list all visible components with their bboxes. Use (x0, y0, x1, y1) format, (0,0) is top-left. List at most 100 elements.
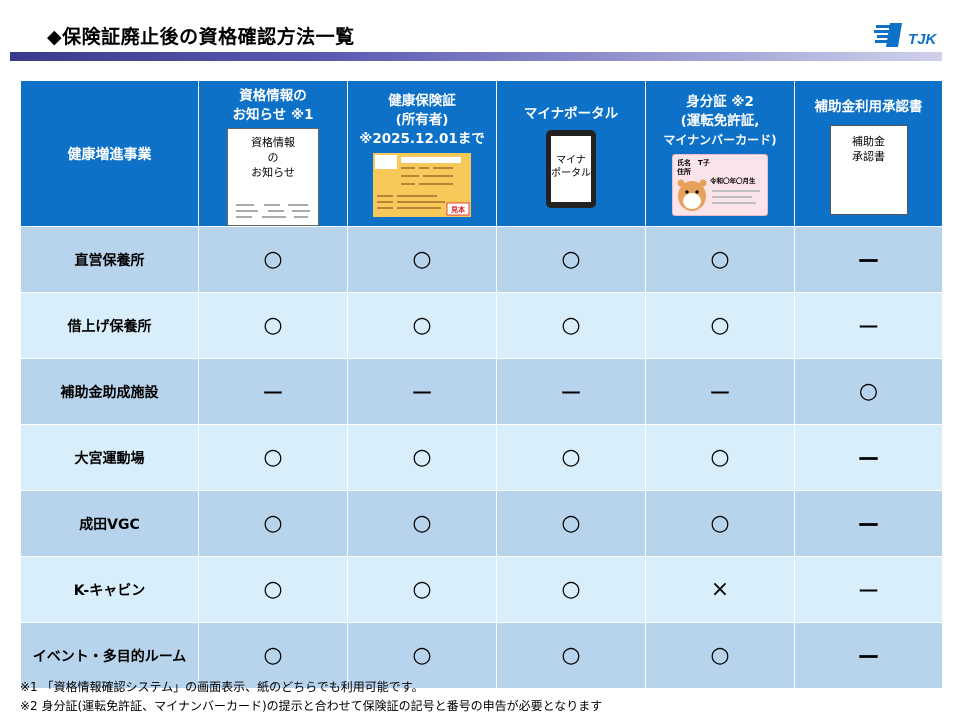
label-line: マイナンバーカード) (663, 133, 777, 147)
availability-cell: ○ (496, 292, 646, 359)
availability-cell: ○ (645, 226, 795, 293)
document-lines-decor (236, 204, 310, 218)
availability-mark: ○ (858, 379, 879, 404)
availability-cell: ー (794, 292, 943, 359)
availability-cell: ○ (645, 490, 795, 557)
availability-mark: ー (857, 249, 880, 275)
column-header-myna-portal: マイナポータル マイナ ポータル (496, 80, 646, 227)
availability-mark: ー (410, 381, 433, 407)
title-rule (10, 52, 942, 61)
availability-mark: ○ (561, 247, 581, 272)
label-line: (所有者) (395, 112, 449, 128)
table-row: K-キャビン ○ ○ ○ × ー (20, 556, 943, 623)
availability-cell: ○ (496, 226, 646, 293)
facility-name: K-キャビン (20, 556, 199, 623)
availability-mark: ○ (263, 511, 283, 536)
availability-cell: ー (496, 358, 646, 425)
footnote-1: ※1 「資格情報確認システム」の画面表示、紙のどちらでも利用可能です。 (20, 680, 424, 694)
label-line: 資格情報の (239, 88, 307, 104)
facility-name: 成田VGC (20, 490, 199, 557)
availability-mark: ○ (263, 313, 283, 338)
document-thumb-text: 資格情報 の お知らせ (251, 136, 295, 179)
footnote-2: ※2 身分証(運転免許証、マイナンバーカード)の提示と合わせて保険証の記号と番号… (20, 699, 603, 713)
availability-mark: ○ (263, 643, 283, 668)
availability-cell: ○ (347, 292, 497, 359)
availability-cell: ○ (198, 292, 348, 359)
table-header-row: 健康増進事業 資格情報の お知らせ ※1 資格情報 の お知らせ (20, 80, 943, 227)
id-card-icon: 氏名 T子 住所 令和〇年〇月生 (671, 153, 769, 217)
column-label: 健康保険証 (所有者) ※2025.12.01まで (348, 92, 496, 149)
column-label: 身分証 ※2 (運転免許証, マイナンバーカード) (646, 93, 794, 150)
availability-mark: ○ (263, 445, 283, 470)
label-line: ※2025.12.01まで (359, 131, 485, 147)
column-header-id-card: 身分証 ※2 (運転免許証, マイナンバーカード) 氏名 T子 住所 令和〇年〇… (645, 80, 795, 227)
column-header-facility: 健康増進事業 (20, 80, 199, 227)
label-line: 身分証 ※2 (686, 94, 754, 110)
tjk-logo: TJK (874, 23, 938, 48)
table-row: 補助金助成施設 ー ー ー ー ○ (20, 358, 943, 425)
availability-mark: ○ (263, 247, 283, 272)
approval-form-icon: 補助金 承認書 (829, 125, 908, 215)
logo-text: TJK (908, 31, 938, 48)
label-line: マイナポータル (523, 106, 619, 122)
label-line: (運転免許証, (680, 113, 760, 129)
footnotes: ※1 「資格情報確認システム」の画面表示、紙のどちらでも利用可能です。 ※2 身… (20, 678, 602, 716)
sample-stamp-text: 見本 (450, 205, 465, 214)
availability-mark: ー (857, 315, 880, 341)
smartphone-screen: マイナ ポータル (551, 136, 591, 202)
availability-mark: ー (857, 513, 880, 539)
availability-mark: ○ (412, 577, 432, 602)
svg-text:氏名 T子: 氏名 T子 (677, 158, 710, 167)
availability-mark: ー (708, 381, 731, 407)
availability-cell: ー (794, 622, 943, 689)
availability-mark: ○ (710, 643, 730, 668)
availability-cell: ○ (347, 490, 497, 557)
availability-cell: ー (794, 424, 943, 491)
availability-cell: ○ (347, 622, 497, 689)
facility-name: 大宮運動場 (20, 424, 199, 491)
page-title: ◆保険証廃止後の資格確認方法一覧 (47, 26, 355, 48)
table-row: 直営保養所 ○ ○ ○ ○ ー (20, 226, 943, 293)
column-header-insurance-card: 健康保険証 (所有者) ※2025.12.01まで (347, 80, 497, 227)
availability-mark: ○ (710, 511, 730, 536)
table-row: 大宮運動場 ○ ○ ○ ○ ー (20, 424, 943, 491)
insurance-card-icon: 見本 (373, 153, 471, 217)
facility-name: 補助金助成施設 (20, 358, 199, 425)
column-label: 資格情報の お知らせ ※1 (199, 87, 347, 125)
smartphone-icon: マイナ ポータル (546, 130, 596, 208)
availability-cell: ○ (198, 226, 348, 293)
availability-mark: × (710, 577, 730, 602)
availability-cell: × (645, 556, 795, 623)
availability-mark: ー (261, 381, 284, 407)
availability-cell: ー (794, 490, 943, 557)
qualification-table: 健康増進事業 資格情報の お知らせ ※1 資格情報 の お知らせ (20, 80, 943, 689)
availability-mark: ○ (561, 643, 581, 668)
availability-cell: ー (794, 226, 943, 293)
approval-form-thumb-text: 補助金 承認書 (852, 135, 885, 163)
availability-mark: ー (857, 447, 880, 473)
column-header-notice: 資格情報の お知らせ ※1 資格情報 の お知らせ (198, 80, 348, 227)
availability-cell: ○ (794, 358, 943, 425)
hamster-photo (677, 179, 707, 211)
label-line: 健康保険証 (388, 93, 456, 109)
availability-cell: ○ (496, 622, 646, 689)
svg-text:令和〇年〇月生: 令和〇年〇月生 (709, 176, 756, 185)
column-label: 補助金利用承認書 (795, 98, 942, 117)
availability-mark: ○ (412, 247, 432, 272)
availability-mark: ー (857, 579, 880, 605)
availability-cell: ○ (347, 556, 497, 623)
availability-cell: ○ (198, 424, 348, 491)
column-label: マイナポータル (497, 105, 645, 124)
column-header-approval-form: 補助金利用承認書 補助金 承認書 (794, 80, 943, 227)
document-icon: 資格情報 の お知らせ (227, 128, 319, 226)
facility-name: イベント・多目的ルーム (20, 622, 199, 689)
availability-mark: ー (857, 645, 880, 671)
label-line: お知らせ ※1 (232, 107, 314, 123)
availability-mark: ○ (561, 313, 581, 338)
availability-mark: ○ (561, 577, 581, 602)
availability-cell: ○ (645, 424, 795, 491)
availability-mark: ○ (412, 643, 432, 668)
availability-cell: ○ (347, 424, 497, 491)
availability-cell: ○ (198, 556, 348, 623)
availability-cell: ー (645, 358, 795, 425)
